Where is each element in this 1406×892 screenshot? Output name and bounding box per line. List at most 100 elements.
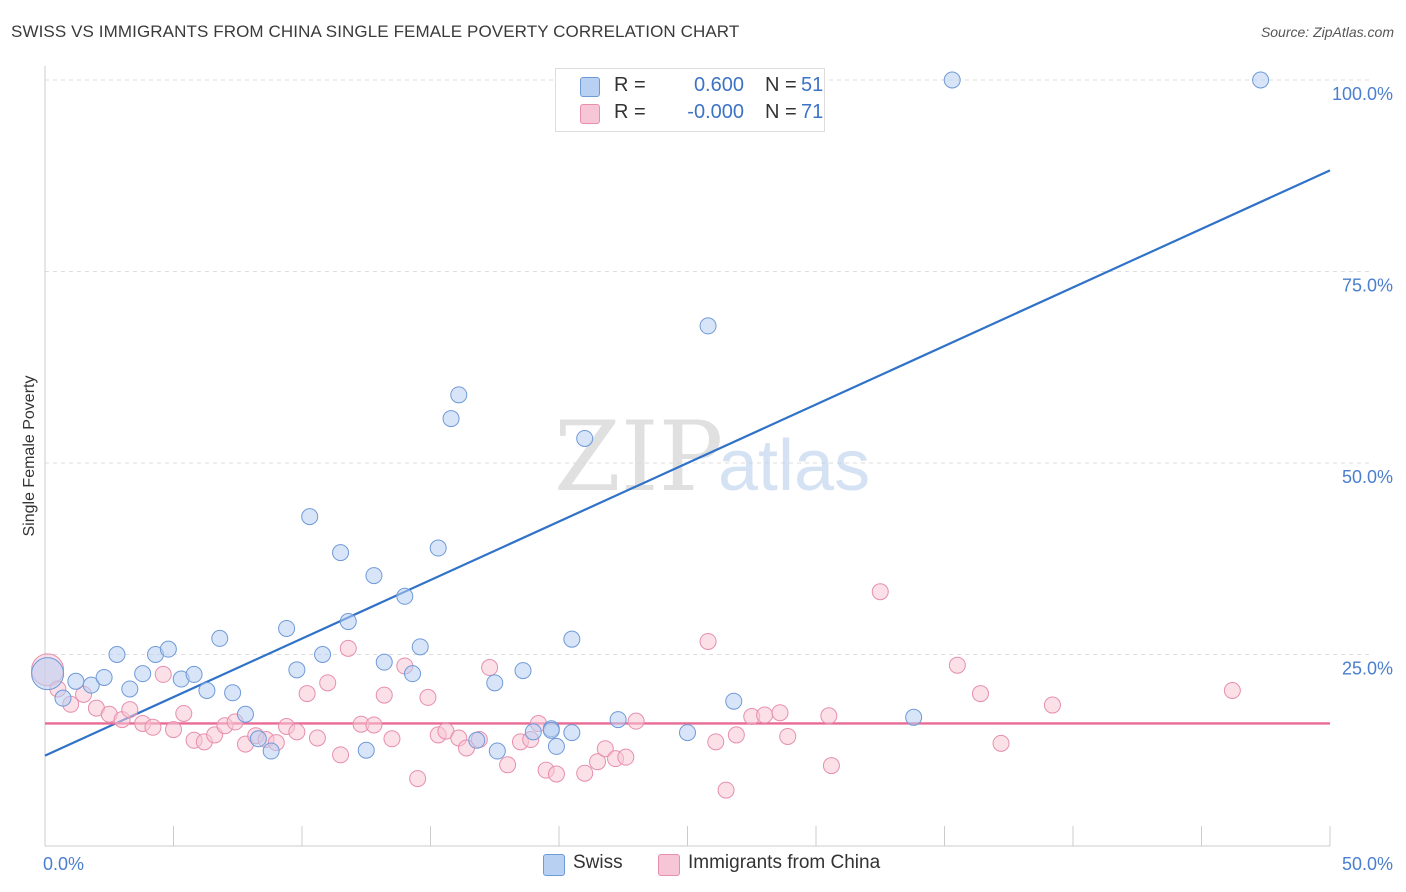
swiss-point	[514, 662, 532, 680]
china-point	[971, 685, 989, 703]
swiss-point	[450, 386, 468, 404]
china-point	[756, 706, 774, 724]
swiss-point	[442, 410, 460, 428]
swiss-point	[236, 705, 254, 723]
china-point	[948, 656, 966, 674]
swiss-swatch	[543, 854, 565, 876]
china-swatch	[580, 104, 600, 124]
legend-r-label: R =	[614, 74, 646, 96]
swiss-point	[609, 711, 627, 729]
china-point	[365, 716, 383, 734]
china-point	[627, 712, 645, 730]
legend-r-value: -0.000	[687, 101, 744, 123]
chart-title: SWISS VS IMMIGRANTS FROM CHINA SINGLE FE…	[11, 22, 740, 41]
china-point	[375, 686, 393, 704]
series-legend: Swiss Immigrants from China	[0, 852, 1406, 878]
china-point	[298, 685, 316, 703]
china-point	[419, 688, 437, 706]
swiss-point	[563, 724, 581, 742]
swiss-point	[396, 587, 414, 605]
swiss-point	[411, 638, 429, 656]
swiss-point	[357, 741, 375, 759]
swiss-point	[288, 661, 306, 679]
china-point	[699, 632, 717, 650]
legend-label-swiss: Swiss	[573, 852, 623, 873]
swiss-point	[488, 742, 506, 760]
china-point	[154, 665, 172, 683]
china-point	[576, 764, 594, 782]
tick-labels: 25.0% 50.0% 75.0% 100.0% 0.0% 50.0%	[43, 84, 1393, 874]
y-tick-label: 50.0%	[1342, 467, 1393, 487]
china-point	[596, 740, 614, 758]
swiss-point	[547, 737, 565, 755]
source-label: Source: ZipAtlas.com	[1260, 24, 1394, 40]
swiss-point	[185, 665, 203, 683]
legend-r-value: 0.600	[693, 74, 744, 96]
swiss-point	[249, 730, 267, 748]
legend-n-label: N =	[765, 101, 797, 123]
grid-lines	[45, 79, 1370, 655]
china-point	[727, 726, 745, 744]
swiss-point	[542, 721, 560, 739]
swiss-point	[134, 665, 152, 683]
swiss-point	[943, 71, 961, 89]
y-tick-label: 25.0%	[1342, 659, 1393, 679]
swiss-point	[224, 684, 242, 702]
swiss-point	[563, 630, 581, 648]
y-tick-label: 100.0%	[1332, 84, 1393, 104]
swiss-point	[278, 619, 296, 637]
china-point	[1043, 696, 1061, 714]
china-point	[308, 729, 326, 747]
watermark-zip: ZIP	[554, 401, 723, 513]
swiss-point	[468, 731, 486, 749]
trend-lines	[44, 169, 1331, 757]
china-point	[339, 639, 357, 657]
china-point	[499, 756, 517, 774]
swiss-point	[332, 544, 350, 562]
china-point	[822, 757, 840, 775]
swiss-point	[429, 539, 447, 557]
china-point	[319, 674, 337, 692]
china-point	[165, 721, 182, 739]
swiss-point	[576, 429, 594, 447]
china-point	[820, 707, 838, 725]
swiss-points	[31, 71, 1270, 760]
swiss-point	[375, 653, 393, 671]
china-point	[992, 734, 1010, 752]
china-point	[383, 730, 401, 748]
china-point	[589, 753, 607, 771]
china-point	[121, 701, 139, 719]
y-tick-label: 75.0%	[1342, 276, 1393, 296]
swiss-point	[725, 692, 743, 710]
swiss-point	[31, 657, 65, 691]
swiss-point	[524, 723, 542, 741]
china-point	[144, 718, 162, 736]
swiss-point	[339, 613, 357, 631]
swiss-point	[67, 672, 85, 690]
swiss-point	[301, 508, 319, 526]
x-tick-label: 0.0%	[43, 854, 84, 874]
swiss-point	[211, 629, 229, 647]
swiss-swatch	[580, 77, 600, 97]
china-swatch	[658, 854, 680, 876]
watermark-atlas: atlas	[718, 426, 870, 506]
china-point	[175, 704, 193, 722]
swiss-point	[679, 724, 696, 742]
axes	[44, 66, 1331, 847]
china-point	[288, 723, 306, 741]
china-point	[779, 727, 797, 745]
swiss-point	[699, 317, 717, 335]
swiss-point	[121, 680, 139, 698]
swiss-point	[365, 567, 383, 585]
legend-r-label: R =	[614, 101, 646, 123]
legend-label-china: Immigrants from China	[688, 852, 881, 873]
swiss-point	[404, 665, 422, 683]
swiss-point	[314, 646, 332, 663]
china-point	[617, 748, 635, 766]
china-point	[409, 770, 427, 788]
swiss-point	[95, 668, 113, 686]
china-point	[547, 765, 565, 783]
china-point	[481, 659, 499, 677]
swiss-point	[82, 676, 100, 694]
